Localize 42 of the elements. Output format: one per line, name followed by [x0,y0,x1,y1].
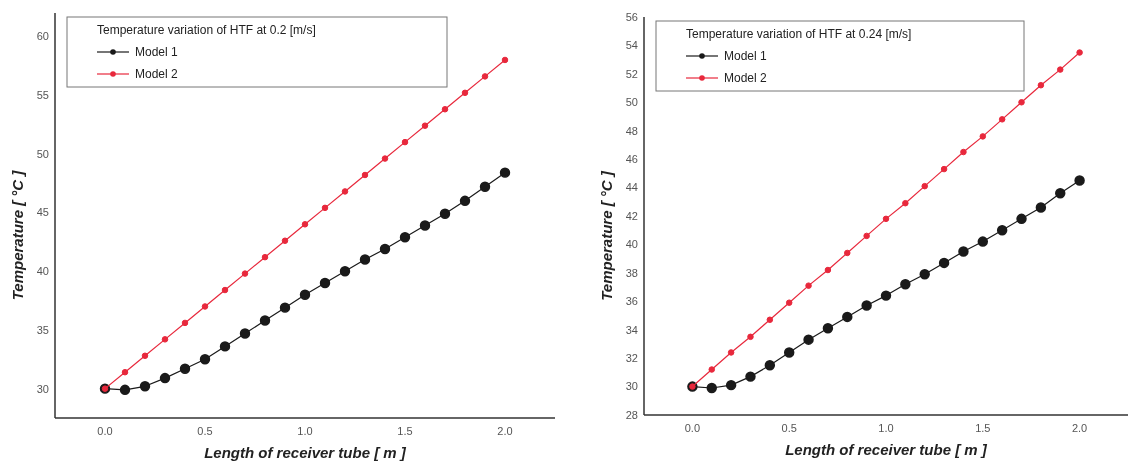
x-tick-label: 1.5 [397,425,413,437]
y-tick-label: 50 [36,147,49,160]
x-axis-title: Length of receiver tube [ m ] [785,441,988,458]
x-tick-label: 0.5 [781,422,797,434]
y-tick-label: 46 [625,152,638,165]
x-axis-title: Length of receiver tube [ m ] [204,444,407,461]
y-tick-label: 56 [625,10,638,23]
y-tick-label: 28 [625,408,638,421]
y-tick-label: 34 [625,323,638,336]
y-tick-label: 44 [625,181,638,194]
y-tick-label: 42 [625,209,638,222]
y-tick-label: 38 [625,266,638,279]
x-tick-label: 2.0 [497,425,513,437]
y-tick-label: 40 [625,238,638,251]
y-tick-label: 45 [36,206,49,219]
legend-label: Model 2 [724,71,768,86]
y-tick-label: 35 [36,323,49,336]
legend-title: Temperature variation of HTF at 0.24 [m/s] [686,27,912,41]
x-tick-label: 2.0 [1071,422,1088,434]
x-tick-label: 0.0 [684,422,701,434]
legend-label: Model 1 [724,49,768,64]
y-tick-label: 50 [625,96,638,109]
y-tick-label: 30 [36,382,49,395]
y-tick-label: 60 [36,30,49,43]
x-tick-label: 0.5 [197,425,213,437]
legend-label: Model 2 [135,67,179,82]
x-tick-label: 1.0 [878,422,894,434]
y-tick-label: 32 [625,351,638,364]
y-tick-label: 54 [625,39,638,52]
legend-label: Model 1 [135,45,179,60]
y-tick-label: 30 [625,380,638,393]
x-tick-label: 1.5 [975,422,991,434]
y-axis-title: Temperature [ °C ] [9,169,26,301]
y-axis-title: Temperature [ °C ] [598,170,615,301]
x-tick-label: 1.0 [297,425,313,437]
x-tick-label: 0.0 [97,425,113,437]
y-tick-label: 48 [625,124,638,137]
y-tick-label: 52 [625,67,638,80]
y-tick-label: 55 [36,89,49,102]
legend-title: Temperature variation of HTF at 0.2 [m/s] [97,23,316,37]
y-tick-label: 40 [36,265,49,278]
y-tick-label: 36 [625,295,638,308]
